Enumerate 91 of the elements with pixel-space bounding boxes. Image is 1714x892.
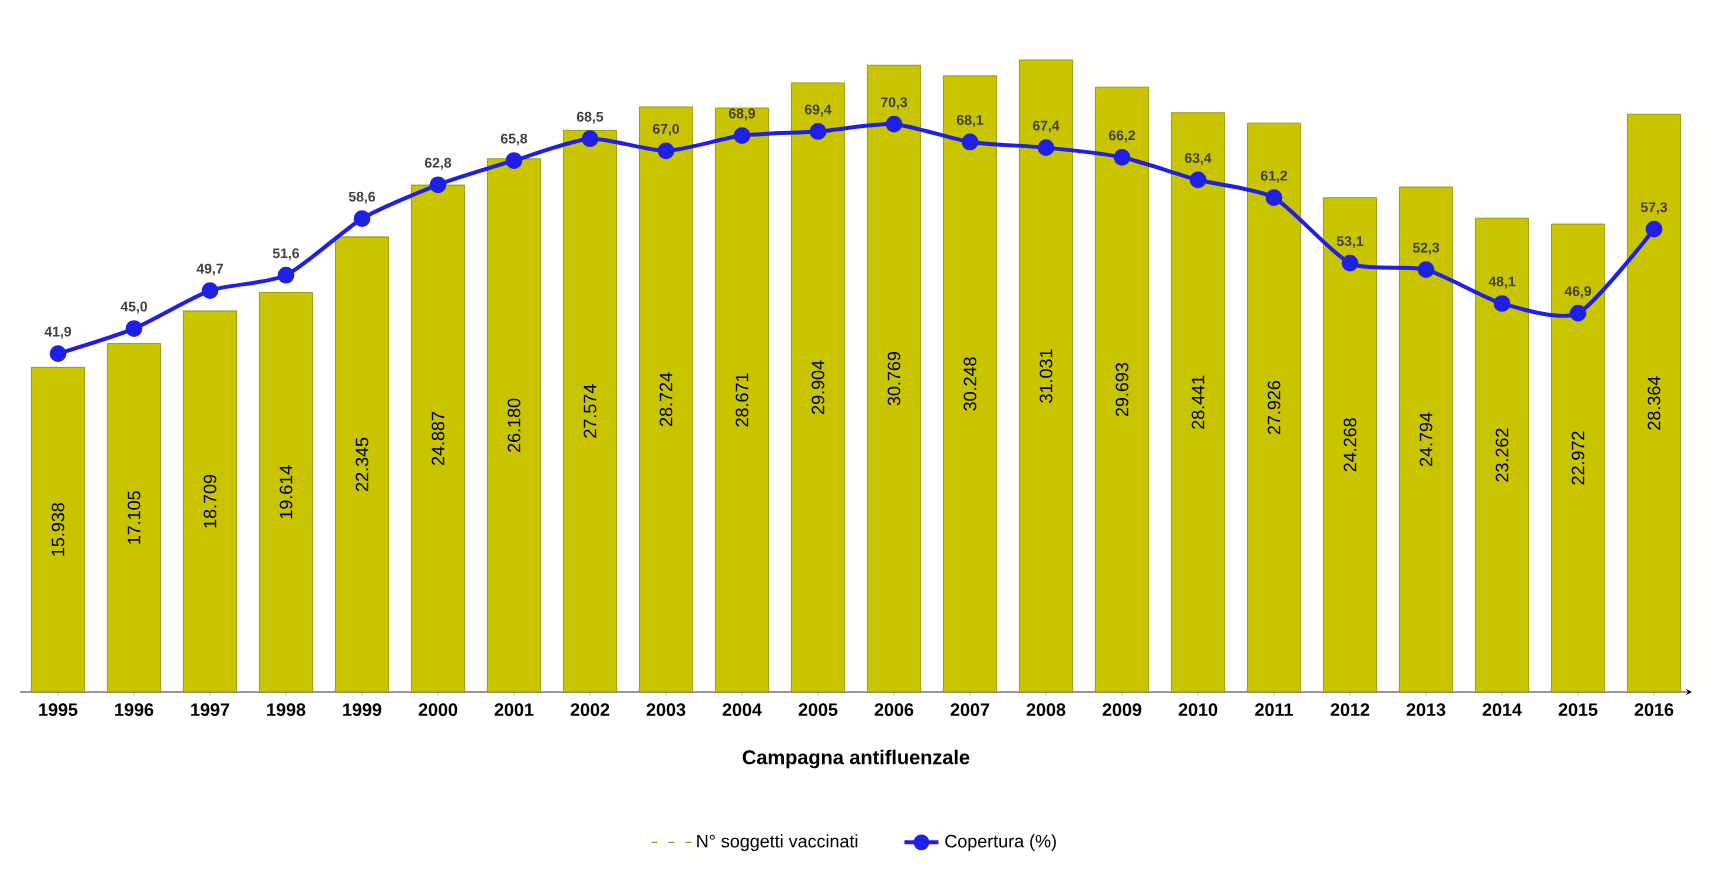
x-tick-label: 2014 [1482,703,1522,716]
data-label: 24.887 [431,412,445,466]
bar [1475,217,1530,693]
x-tick-label: 1996 [115,703,154,716]
data-label: 28.441 [1191,375,1205,429]
x-tick-label: 2011 [1255,703,1293,716]
bar [1323,197,1378,693]
x-tick-label: 2003 [646,703,686,716]
data-label: 27.926 [1267,380,1281,435]
bar [639,106,694,693]
point [49,345,67,362]
x-tick-label: 2005 [798,703,838,716]
x-axis-title: Campagna antifluenzale [742,749,970,769]
bar [1247,122,1302,693]
x-tick-label: 1995 [39,703,78,716]
x-tick-label: 1998 [267,703,306,716]
point [505,152,523,169]
data-label: 27.574 [583,384,597,438]
bar [791,82,846,693]
bar [411,184,465,693]
point [1189,171,1207,189]
bar [183,310,237,693]
point [1341,254,1359,272]
point [1265,189,1283,207]
bar [1399,186,1454,693]
x-tick-label: 1999 [343,703,382,716]
bar [1019,59,1074,693]
bar [1627,113,1682,693]
bar [563,129,618,693]
data-label: 18.709 [203,474,217,528]
x-tick-label: 2016 [1634,703,1674,716]
x-tick-label: 2012 [1330,703,1370,716]
point [353,210,371,228]
legend-label: N° soggetti vaccinati [697,834,858,852]
data-label: 24.794 [1419,412,1433,466]
x-tick-label: 2002 [570,703,610,716]
point [885,115,903,133]
point [1037,139,1055,156]
bar [943,75,998,693]
data-label: 22.345 [355,437,369,491]
x-tick-label: 2006 [874,703,914,716]
point [809,123,827,140]
point [961,133,979,151]
data-label: 28.724 [659,372,673,426]
x-tick-label: 2004 [722,703,762,716]
bar [107,343,161,693]
data-label: 24.268 [1343,418,1357,472]
data-label: 28.671 [735,373,749,427]
x-tick-label: 2010 [1178,703,1218,716]
data-label: 15.938 [51,503,65,556]
bar [715,107,770,693]
data-label: 23.262 [1495,428,1509,482]
bar [487,158,541,693]
x-tick-label: 2007 [950,703,990,716]
point [277,266,295,284]
data-label: 19.614 [279,465,293,519]
data-label: 30.248 [963,357,977,411]
data-label: 26.180 [507,398,521,452]
point [1569,304,1587,322]
data-label: 28.364 [1647,376,1661,430]
point [1645,220,1663,238]
bar [1551,223,1606,693]
bar [1095,86,1150,693]
point [429,176,447,194]
x-tick-label: 2001 [494,703,534,716]
bar [335,236,389,693]
point [1417,261,1435,278]
x-tick-label: 2008 [1026,703,1066,716]
x-tick-label: 2000 [418,703,458,716]
data-label: 30.769 [887,352,901,406]
point [657,142,675,160]
bar [31,366,85,693]
bar [867,64,922,693]
bar [1171,112,1226,693]
data-label: 29.693 [1115,362,1129,417]
data-label: 29.904 [811,360,825,414]
data-label: 22.972 [1571,431,1585,485]
x-tick-label: 2015 [1558,703,1598,716]
x-tick-label: 1997 [191,703,230,716]
x-tick-label: 2009 [1102,703,1142,716]
legend-label: Copertura (%) [945,834,1056,852]
data-label: 17.105 [127,491,141,544]
data-label: 31.031 [1039,349,1053,403]
point [581,130,599,148]
x-tick-label: 2013 [1406,703,1446,716]
bar [259,292,313,693]
point [201,282,219,299]
point [1113,148,1131,166]
point [1493,295,1511,312]
point [733,127,751,144]
point [125,320,143,337]
